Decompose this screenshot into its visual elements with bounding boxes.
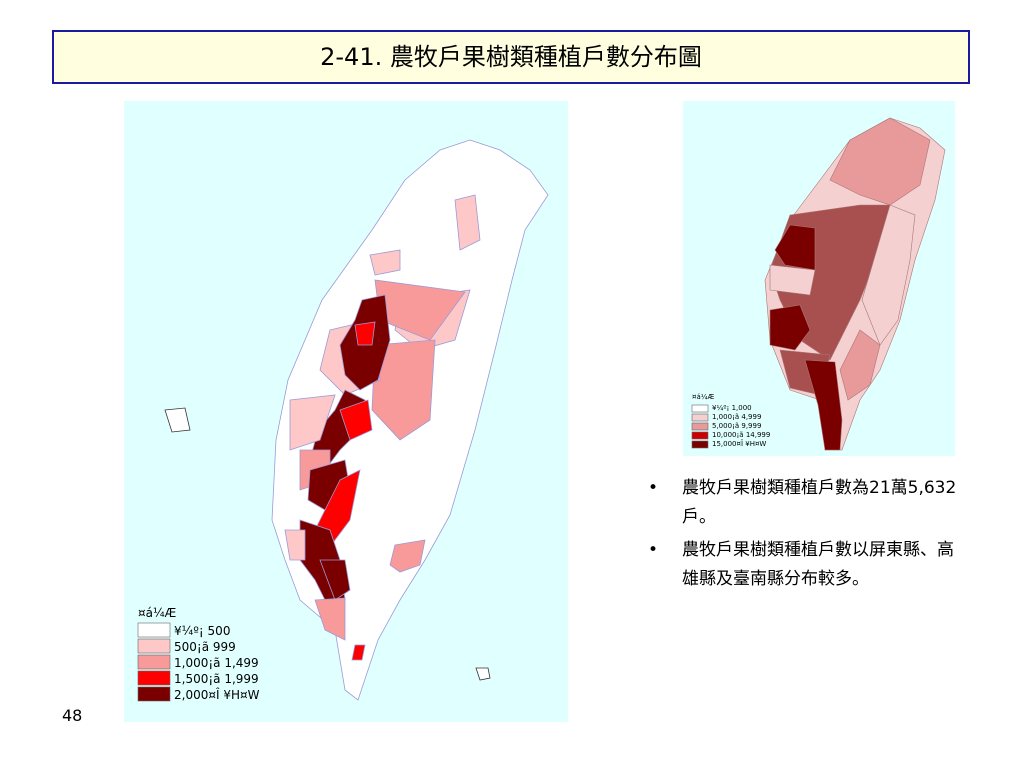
legend-title: ¤á¼Æ [138,606,176,620]
legend-label: 1,000¡ã 4,999 [712,413,761,421]
islands-left [164,407,491,681]
taiwan-map-right [764,117,946,451]
legend-swatch [691,440,709,449]
legend: ¤á¼Æ ¥¼º¡ 500 500¡ã 999 1,000¡ã 1,499 1,500¡… [137,606,260,702]
legend-label: 10,000¡ã 14,999 [712,431,770,439]
legend-swatch [137,638,171,654]
legend-label: 15,000¤Î ¥H¤W [712,439,766,448]
bullet: 農牧戶果樹類種植戶數為21萬5,632戶。 [648,474,958,532]
legend-label: ¥¼º¡ 500 [174,624,230,638]
legend-swatch [691,422,709,431]
page-number: 48 [62,706,83,725]
legend-swatch [691,413,709,422]
legend-label: 5,000¡ã 9,999 [712,422,761,430]
bullet-list: 農牧戶果樹類種植戶數為21萬5,632戶。 農牧戶果樹類種植戶數以屏東縣、高雄縣… [648,474,958,598]
legend-label: 500¡ã 999 [174,640,236,654]
legend-swatch [691,404,709,413]
legend-title: ¤á¼Æ [692,393,715,401]
bullet: 農牧戶果樹類種植戶數以屏東縣、高雄縣及臺南縣分布較多。 [648,536,958,594]
legend-label: 1,000¡ã 1,499 [174,656,259,670]
legend-label: 2,000¤Î ¥H¤W [174,687,260,702]
legend-swatch [137,686,171,702]
taiwan-map-left [271,139,549,701]
legend-swatch [137,654,171,670]
legend-label: 1,500¡ã 1,999 [174,672,259,686]
legend-swatch [137,670,171,686]
legend-label: ¥¼º¡ 1,000 [712,404,752,412]
slide-title: 2-41. 農牧戶果樹類種植戶數分布圖 [52,30,970,84]
legend-swatch [691,431,709,440]
legend-swatch [137,622,171,638]
